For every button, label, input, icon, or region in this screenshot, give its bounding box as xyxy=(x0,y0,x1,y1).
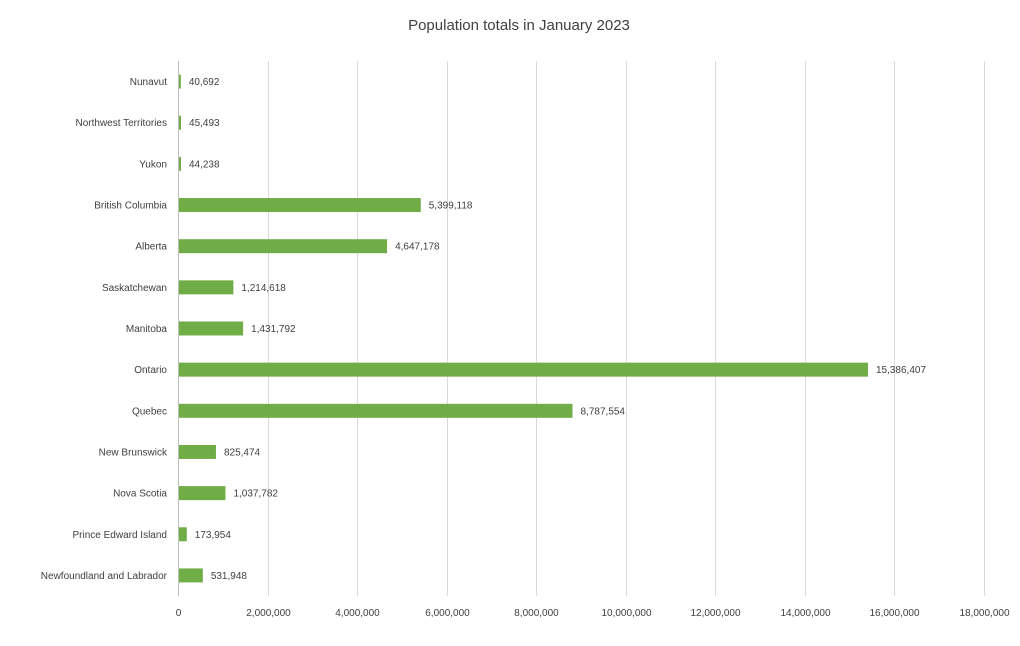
bar xyxy=(179,115,182,130)
data-label: 5,399,118 xyxy=(429,201,473,212)
data-label: 1,037,782 xyxy=(233,489,278,500)
category-label: Newfoundland and Labrador xyxy=(41,571,168,582)
bars xyxy=(179,74,868,583)
category-label: Nunavut xyxy=(130,77,167,88)
category-label: Yukon xyxy=(139,159,167,170)
x-tick-label: 0 xyxy=(176,608,182,619)
category-label: Saskatchewan xyxy=(102,283,167,294)
data-label: 44,238 xyxy=(189,159,220,170)
bar xyxy=(179,403,573,418)
bar xyxy=(179,362,868,377)
x-tick-label: 4,000,000 xyxy=(335,608,380,619)
category-label: Manitoba xyxy=(126,324,168,335)
bar xyxy=(179,486,226,501)
data-label: 1,214,618 xyxy=(241,283,286,294)
category-label: Alberta xyxy=(135,242,167,253)
bar xyxy=(179,156,181,171)
bar xyxy=(179,239,388,254)
bar xyxy=(179,198,421,213)
x-tick-label: 6,000,000 xyxy=(425,608,470,619)
data-label: 8,787,554 xyxy=(580,406,625,417)
x-tick-label: 12,000,000 xyxy=(690,608,740,619)
category-label: Northwest Territories xyxy=(75,118,167,129)
chart-title: Population totals in January 2023 xyxy=(408,17,630,34)
data-label: 173,954 xyxy=(195,530,232,541)
x-tick-label: 18,000,000 xyxy=(959,608,1009,619)
category-label: British Columbia xyxy=(94,201,167,212)
bar xyxy=(179,321,244,336)
labels: 0 2,000,000 4,000,000 6,000,000 8,000,000 10,… xyxy=(41,77,1010,619)
bar xyxy=(179,74,181,89)
x-tick-label: 8,000,000 xyxy=(514,608,559,619)
data-label: 45,493 xyxy=(189,118,220,129)
category-label: New Brunswick xyxy=(99,447,168,458)
x-tick-label: 16,000,000 xyxy=(869,608,919,619)
data-label: 40,692 xyxy=(189,77,220,88)
x-tick-label: 10,000,000 xyxy=(601,608,651,619)
data-label: 4,647,178 xyxy=(395,242,440,253)
data-label: 15,386,407 xyxy=(876,365,926,376)
category-label: Ontario xyxy=(134,365,167,376)
category-label: Prince Edward Island xyxy=(73,530,168,541)
category-label: Quebec xyxy=(132,406,167,417)
x-tick-label: 14,000,000 xyxy=(780,608,830,619)
bar xyxy=(179,527,187,542)
bar xyxy=(179,568,203,583)
data-label: 825,474 xyxy=(224,447,261,458)
category-label: Nova Scotia xyxy=(113,489,167,500)
gridlines xyxy=(268,61,985,596)
data-label: 531,948 xyxy=(211,571,248,582)
bar xyxy=(179,280,234,295)
bar xyxy=(179,444,216,459)
x-tick-label: 2,000,000 xyxy=(246,608,291,619)
data-label: 1,431,792 xyxy=(251,324,296,335)
